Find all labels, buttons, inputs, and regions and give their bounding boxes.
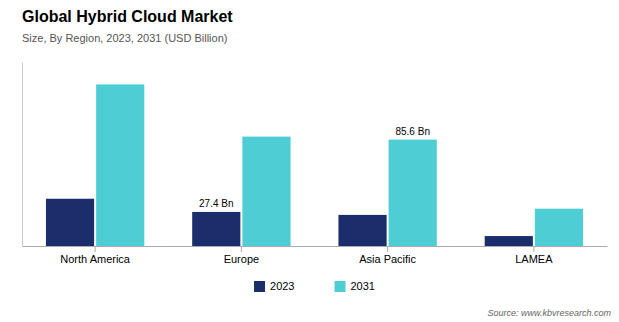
data-label: 85.6 Bn: [395, 126, 429, 137]
x-tick-label: LAMEA: [515, 253, 553, 265]
x-tick-mark: [533, 246, 534, 252]
x-tick-mark: [241, 246, 242, 252]
x-axis: North America Europe Asia Pacific LAMEA: [23, 246, 608, 265]
source: Source: www.kbvresearch.com: [487, 308, 611, 318]
bar: [389, 140, 437, 246]
value-labels: 27.4 Bn 85.6 Bn: [199, 126, 430, 209]
legend: 2023 2031: [254, 280, 375, 292]
x-axis-line: [23, 246, 608, 247]
legend-item: 2031: [335, 280, 375, 292]
bar: [96, 84, 144, 246]
y-axis-line: [22, 63, 23, 247]
legend-swatch: [254, 281, 265, 292]
bar: [242, 137, 290, 246]
legend-label: 2023: [270, 280, 294, 292]
bar: [192, 212, 240, 246]
x-tick: Asia Pacific: [359, 246, 416, 265]
bar: [485, 236, 533, 246]
bar: [46, 199, 94, 246]
x-tick-label: North America: [60, 253, 131, 265]
x-tick-label: Asia Pacific: [359, 253, 416, 265]
x-tick: LAMEA: [515, 246, 553, 265]
subtitle: Size, By Region, 2023, 2031 (USD Billion…: [22, 32, 227, 44]
bar: [535, 209, 583, 246]
bars: [46, 84, 583, 246]
x-tick-mark: [387, 246, 388, 252]
legend-swatch: [335, 281, 346, 292]
legend-item: 2023: [254, 280, 294, 292]
data-label: 27.4 Bn: [199, 198, 233, 209]
chart: Global Hybrid Cloud Market Size, By Regio…: [0, 0, 619, 322]
bar: [338, 215, 386, 246]
x-tick-mark: [95, 246, 96, 252]
y-axis: [22, 63, 23, 247]
x-tick: North America: [60, 246, 131, 265]
title: Global Hybrid Cloud Market: [22, 8, 233, 25]
x-tick-label: Europe: [224, 253, 259, 265]
legend-label: 2031: [351, 280, 375, 292]
x-tick: Europe: [224, 246, 259, 265]
